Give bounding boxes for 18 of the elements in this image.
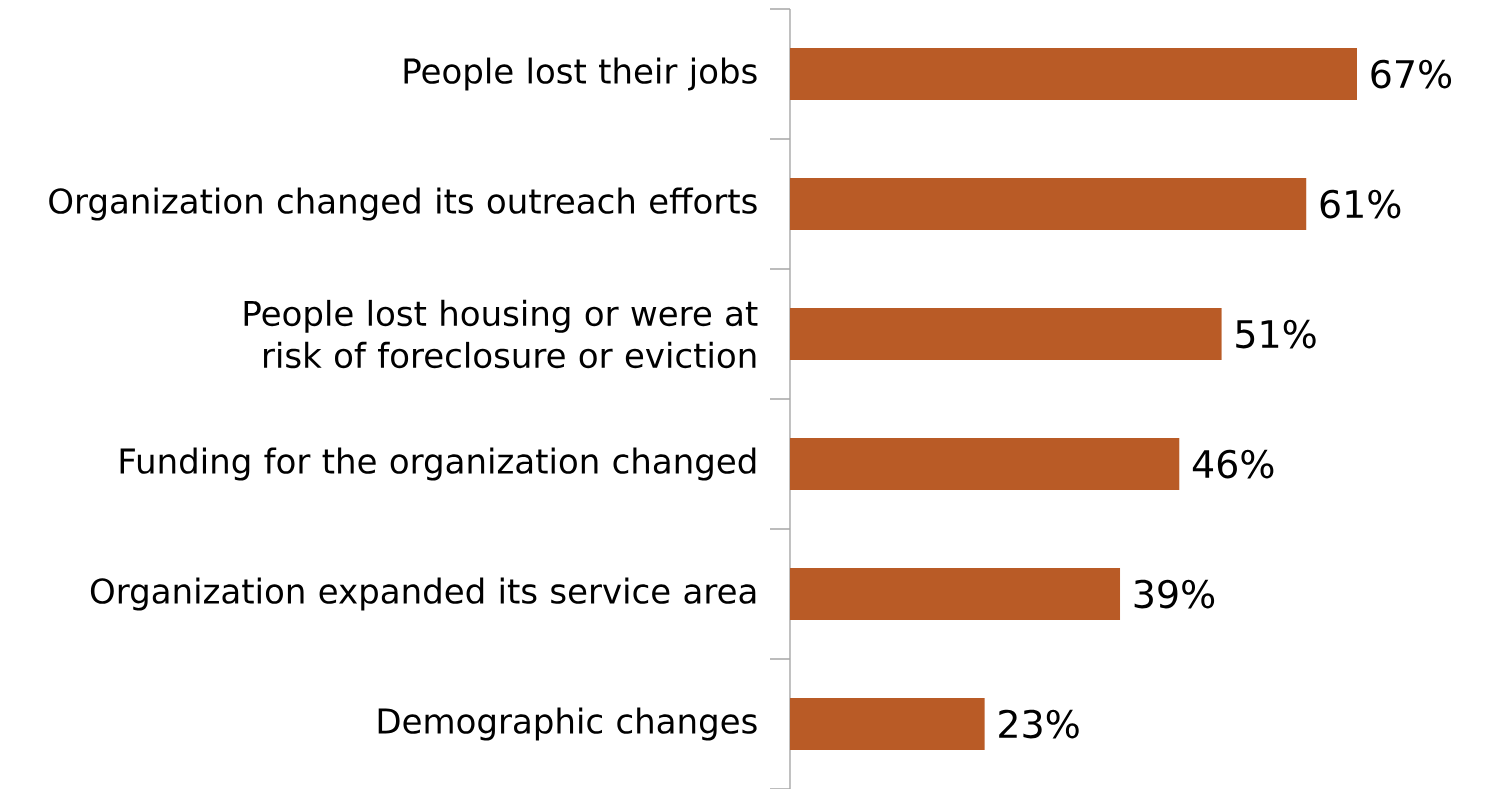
bar [789, 438, 1180, 491]
data-label: 51% [1236, 319, 1316, 349]
y-tick-label: Demographic changes [378, 707, 757, 741]
bar [789, 178, 1307, 231]
data-label: 39% [1134, 579, 1215, 609]
bar [789, 568, 1121, 621]
data-label: 67% [1371, 59, 1452, 89]
data-label: 23% [999, 709, 1079, 739]
data-label: 61% [1320, 189, 1401, 219]
y-tick-label: People lost their jobs [404, 57, 757, 91]
data-label: 46% [1192, 449, 1274, 479]
y-tick-label: Funding for the organization changed [120, 447, 756, 481]
bar [789, 48, 1357, 101]
bar [789, 308, 1222, 361]
y-tick-label: Organization expanded its service area [90, 577, 756, 611]
y-tick-label: Organization changed its outreach efforts [49, 187, 757, 221]
bar [789, 698, 985, 751]
y-tick-label: People lost housing or were at risk of foreclosure or eviction [244, 299, 758, 369]
